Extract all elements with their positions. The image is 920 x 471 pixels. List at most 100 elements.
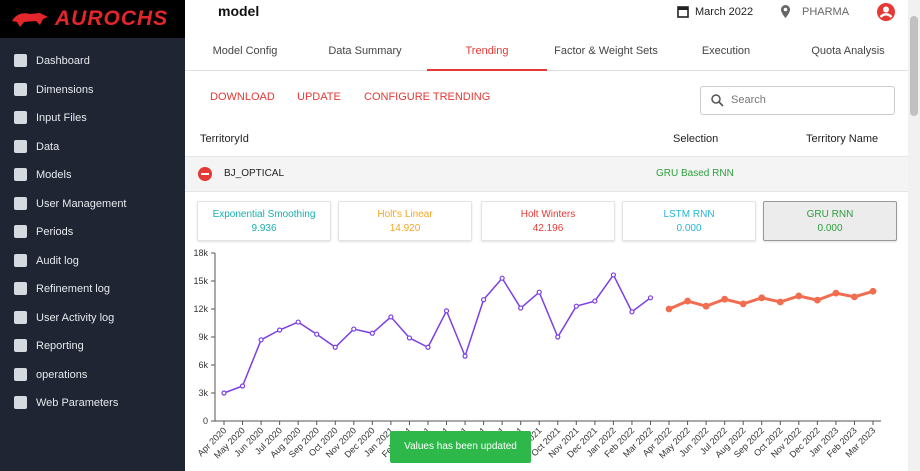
nav-label: Periods [36,226,74,238]
nav-icon [14,396,27,409]
data-point [332,344,338,350]
nav-icon [14,339,27,352]
y-tick-label: 18k [193,248,208,258]
nav-label: Input Files [36,112,87,124]
nav-label: Reporting [36,340,84,352]
scrollbar[interactable] [908,0,920,471]
nav-icon [14,282,27,295]
nav-icon [14,54,27,67]
action-button[interactable]: UPDATE [297,91,341,103]
model-card[interactable]: Holt's Linear 14.920 [338,201,472,241]
data-point [499,275,505,281]
nav-label: Data [36,140,60,153]
scroll-thumb[interactable] [910,16,918,116]
nav-item[interactable]: operations [0,363,185,387]
model-name: Holt Winters [520,209,576,220]
nav-label: Refinement log [36,283,110,295]
data-point [369,330,375,336]
period[interactable]: March 2022 [695,6,754,18]
nav-icon [14,82,27,96]
logo[interactable]: AUROCHS [0,0,185,38]
nav-item[interactable]: Dimensions [0,78,185,102]
user-icon[interactable] [876,2,896,22]
y-tick-label: 15k [193,276,208,286]
nav-label: Web Parameters [36,397,119,409]
model-name: LSTM RNN [663,209,715,220]
tab[interactable]: Quota Analysis [811,45,885,57]
nav-icon [14,310,27,324]
nav-item[interactable]: Dashboard [0,49,185,73]
nav-item[interactable]: Audit log [0,249,185,273]
action-button[interactable]: DOWNLOAD [210,91,275,103]
nav-item[interactable]: Reporting [0,334,185,358]
data-point [425,344,431,350]
model-name: GRU RNN [806,209,854,220]
data-point [388,314,394,320]
data-point [536,289,542,295]
data-point [295,319,301,325]
nav-item[interactable]: Input Files [0,106,185,130]
nav-icon [14,225,27,238]
data-point [518,305,524,311]
model-value: 0.000 [817,223,843,234]
nav-item[interactable]: Web Parameters [0,391,185,415]
data-point [721,295,729,303]
selection: GRU Based RNN [656,168,734,179]
brand: AUROCHS [55,7,169,30]
series-line [223,273,651,394]
data-point [573,303,579,309]
data-point [776,298,784,306]
action-button[interactable]: CONFIGURE TRENDING [364,91,491,103]
client[interactable]: PHARMA [802,6,850,18]
column-header: Territory Name [806,133,879,145]
territory-id: BJ_OPTICAL [224,168,285,179]
model-value: 9.936 [251,223,277,234]
data-point [258,337,264,343]
data-point [351,326,357,332]
data-point [555,334,561,340]
data-point [443,308,450,314]
y-tick-label: 0 [203,416,208,426]
nav-label: User Management [36,197,127,210]
data-point [481,297,487,303]
model-card[interactable]: Exponential Smoothing 9.936 [197,201,331,241]
model-card[interactable]: GRU RNN 0.000 [763,201,897,241]
location-icon [781,5,790,18]
model-name: Holt's Linear [377,209,433,220]
data-point [314,331,320,337]
tab[interactable]: Model Config [212,45,278,57]
sidebar [0,0,185,471]
data-point [629,309,635,315]
nav-item[interactable]: Models [0,163,185,187]
tab[interactable]: Execution [701,45,751,57]
nav-item[interactable]: User Activity log [0,306,185,330]
model-value: 42.196 [532,223,564,234]
calendar-icon [677,6,689,18]
search-box[interactable]: Search [700,86,895,115]
data-point [462,353,468,359]
data-point [592,298,598,304]
tab[interactable]: Data Summary [328,45,402,57]
data-point [665,305,673,313]
nav-icon [14,253,27,267]
series-line [668,289,874,311]
nav-item[interactable]: User Management [0,192,185,216]
nav-item[interactable]: Refinement log [0,277,185,301]
collapse-icon[interactable] [197,166,213,182]
nav-item[interactable]: Periods [0,220,185,244]
nav-icon [14,111,27,124]
tab[interactable]: Factor & Weight Sets [554,45,658,57]
nav-item[interactable]: Data [0,135,185,159]
model-value: 14.920 [389,223,421,234]
data-point [702,302,710,310]
nav-label: Models [36,169,72,181]
nav-icon [14,139,27,153]
model-card[interactable]: Holt Winters 42.196 [481,201,615,241]
search-placeholder: Search [731,94,766,106]
tab[interactable]: Trending [427,38,547,71]
nav-label: Dashboard [36,55,90,67]
nav-label: Audit log [36,254,79,267]
data-point [851,293,858,301]
model-card[interactable]: LSTM RNN 0.000 [622,201,756,241]
